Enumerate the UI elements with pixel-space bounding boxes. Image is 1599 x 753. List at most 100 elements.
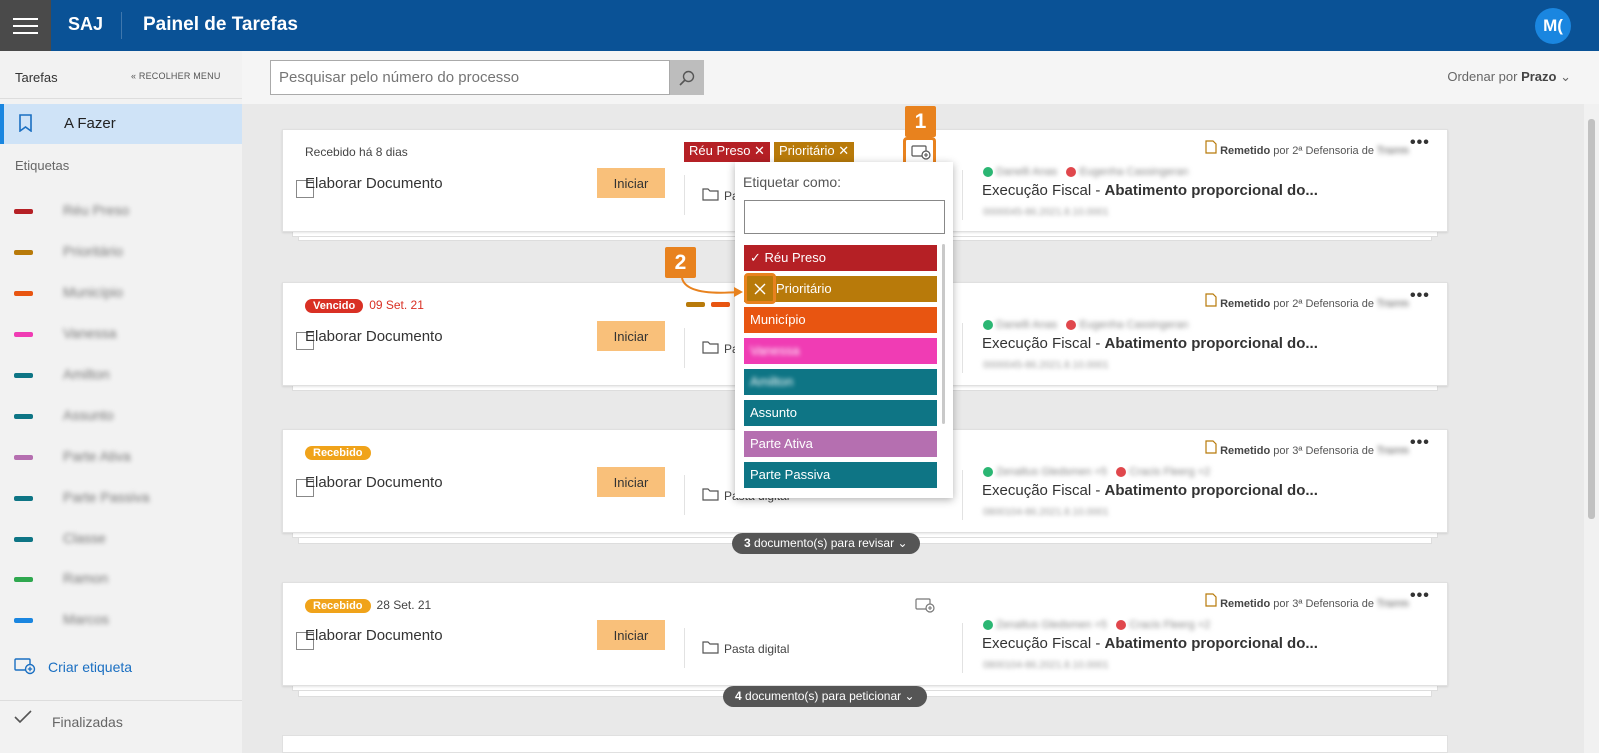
tag-chip[interactable]: Prioritário ✕: [774, 142, 855, 162]
process-number[interactable]: 0800104-86.2021.8.10.0001: [983, 507, 1109, 518]
close-icon[interactable]: ✕: [754, 143, 765, 158]
callout-arrow: [681, 277, 743, 297]
task-title: Elaborar Documento: [305, 474, 443, 491]
add-tag-button[interactable]: [903, 137, 936, 166]
process-class[interactable]: Execução Fiscal - Abatimento proporciona…: [982, 182, 1318, 199]
process-number[interactable]: 0000045-86.2021.8.10.0001: [983, 207, 1109, 218]
digital-folder-link[interactable]: Pasta digital: [702, 640, 789, 657]
sidebar-tag-item[interactable]: Parte Passiva: [0, 486, 242, 516]
sidebar-tag-item[interactable]: Amilton: [0, 363, 242, 393]
more-options-icon[interactable]: •••: [1410, 587, 1430, 604]
digital-folder-link[interactable]: Pasta digital: [702, 340, 789, 357]
sent-detail: por 3ª Defensoria de: [1273, 598, 1374, 610]
sidebar-item-finalizadas[interactable]: Finalizadas: [14, 710, 123, 730]
task-checkbox[interactable]: [296, 180, 314, 198]
divider: [962, 323, 963, 373]
sidebar-tag-item[interactable]: Marcos: [0, 608, 242, 638]
scrollbar-thumb[interactable]: [1588, 119, 1595, 519]
active-party-icon: [983, 467, 993, 478]
digital-folder-link[interactable]: Pasta digital: [702, 187, 789, 204]
sidebar-tag-item[interactable]: Ramon: [0, 567, 242, 597]
process-class[interactable]: Execução Fiscal - Abatimento proporciona…: [982, 335, 1318, 352]
sidebar-item-a-fazer[interactable]: A Fazer: [0, 104, 242, 144]
tags-heading: Etiquetas: [15, 158, 70, 173]
digital-folder-link[interactable]: Pasta digital: [702, 487, 789, 504]
task-checkbox[interactable]: [296, 479, 314, 497]
pill-label: documento(s) para revisar: [754, 536, 895, 550]
process-class[interactable]: Execução Fiscal - Abatimento proporciona…: [982, 635, 1318, 652]
sidebar-tag-item[interactable]: Parte Ativa: [0, 445, 242, 475]
sidebar-tag-item[interactable]: Prioritário: [0, 240, 242, 270]
sent-detail: por 2ª Defensoria de: [1273, 145, 1374, 157]
sidebar-tag-item[interactable]: Município: [0, 281, 242, 311]
tag-indicator[interactable]: [686, 302, 705, 307]
divider: [962, 170, 963, 220]
avatar[interactable]: M(: [1535, 8, 1571, 44]
folder-icon: [702, 641, 719, 654]
tag-indicator[interactable]: [711, 302, 730, 307]
sidebar-tag-item[interactable]: Assunto: [0, 404, 242, 434]
callout-2: 2: [665, 247, 696, 278]
collapse-menu-button[interactable]: « RECOLHER MENU: [131, 71, 221, 81]
process-number[interactable]: 0000045-86.2021.8.10.0001: [983, 360, 1109, 371]
status-line: Recebido 28 Set. 21: [305, 598, 431, 613]
start-button[interactable]: Iniciar: [597, 620, 665, 650]
start-button[interactable]: Iniciar: [597, 467, 665, 497]
tag-color-bar: [14, 496, 33, 501]
process-class[interactable]: Execução Fiscal - Abatimento proporciona…: [982, 482, 1318, 499]
tag-chip[interactable]: Réu Preso ✕: [684, 142, 770, 162]
task-checkbox[interactable]: [296, 632, 314, 650]
remove-tag-button[interactable]: [744, 273, 776, 304]
tag-option[interactable]: ✓ Réu Preso: [744, 245, 937, 271]
task-title: Elaborar Documento: [305, 627, 443, 644]
sidebar-tag-item[interactable]: Réu Preso: [0, 199, 242, 229]
tag-option[interactable]: Vanessa: [744, 338, 937, 364]
passive-party-icon: [1116, 467, 1127, 478]
more-options-icon[interactable]: •••: [1410, 434, 1430, 451]
menu-icon[interactable]: [0, 0, 51, 51]
task-card[interactable]: [282, 735, 1448, 753]
brand-logo[interactable]: SAJ: [68, 14, 104, 34]
tag-color-bar: [14, 209, 33, 214]
tag-option[interactable]: Parte Passiva: [744, 462, 937, 488]
party-name: Danelli Anas: [996, 319, 1058, 331]
tag-filter-input[interactable]: [744, 200, 945, 234]
dropdown-title: Etiquetar como:: [743, 174, 842, 190]
sender-info: Remetido por 2ª Defensoria de Trsrrm: [1205, 293, 1409, 310]
received-text: Recebido há 8 dias: [305, 145, 408, 159]
header-divider: [121, 12, 122, 39]
order-selector[interactable]: Ordenar por Prazo ⌄: [1447, 69, 1571, 85]
sidebar-tag-item[interactable]: Classe: [0, 527, 242, 557]
add-tag-icon[interactable]: [915, 597, 935, 613]
sidebar-tag-item[interactable]: Vanessa: [0, 322, 242, 352]
tag-option[interactable]: Prioritário: [744, 276, 937, 302]
divider: [0, 700, 242, 701]
process-subject: Abatimento proporcional do...: [1104, 182, 1318, 199]
start-button[interactable]: Iniciar: [597, 168, 665, 198]
start-button[interactable]: Iniciar: [597, 321, 665, 351]
task-card[interactable]: Recebido 28 Set. 21 Elaborar Documento In…: [282, 582, 1448, 686]
status-line: Recebido: [305, 445, 371, 460]
search-button[interactable]: [670, 60, 704, 95]
more-options-icon[interactable]: •••: [1410, 134, 1430, 151]
pill-label: documento(s) para peticionar: [745, 689, 902, 703]
tag-chip-label: Prioritário: [779, 143, 835, 158]
close-icon[interactable]: ✕: [838, 143, 850, 158]
search-input[interactable]: [270, 60, 670, 95]
chevron-down-icon: ⌄: [897, 536, 908, 550]
tag-option[interactable]: Parte Ativa: [744, 431, 937, 457]
documents-to-petition-toggle[interactable]: 4 documento(s) para peticionar ⌄: [723, 686, 927, 707]
more-options-icon[interactable]: •••: [1410, 287, 1430, 304]
check-icon: ✓: [750, 250, 761, 265]
process-number[interactable]: 0800104-86.2021.8.10.0001: [983, 660, 1109, 671]
sent-detail: por 3ª Defensoria de: [1273, 445, 1374, 457]
task-checkbox[interactable]: [296, 332, 314, 350]
parties: Danelli Anas Eugenha Cassingeran: [983, 319, 1188, 331]
dropdown-scrollbar[interactable]: [942, 244, 945, 424]
tag-option[interactable]: Assunto: [744, 400, 937, 426]
documents-to-review-toggle[interactable]: 3 documento(s) para revisar ⌄: [732, 533, 920, 554]
tag-option[interactable]: Amilton: [744, 369, 937, 395]
tag-label: Parte Passiva: [63, 489, 150, 505]
tag-option[interactable]: Município: [744, 307, 937, 333]
document-send-icon: [1205, 593, 1217, 607]
